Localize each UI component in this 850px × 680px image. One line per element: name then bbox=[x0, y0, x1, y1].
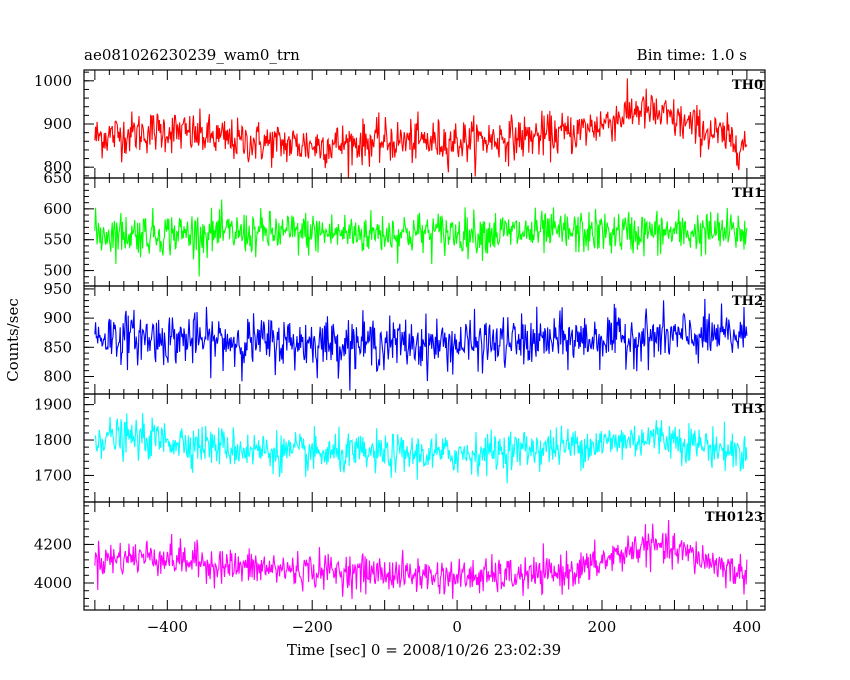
y-tick-label: 600 bbox=[43, 200, 72, 218]
series-line-th2 bbox=[94, 298, 748, 391]
y-tick-label: 800 bbox=[43, 158, 72, 176]
y-tick-label: 900 bbox=[43, 115, 72, 133]
panel-th2: 800 850 900 950 TH2 bbox=[43, 280, 766, 395]
plot-title-left: ae081026230239_wam0_trn bbox=[84, 46, 300, 64]
x-tick-label: 0 bbox=[452, 618, 462, 636]
x-axis-title: Time [sec] 0 = 2008/10/26 23:02:39 bbox=[287, 641, 561, 659]
x-tick-label: −200 bbox=[292, 618, 333, 636]
series-line-th3 bbox=[94, 412, 748, 484]
y-tick-label: 850 bbox=[43, 338, 72, 356]
y-tick-label: 950 bbox=[43, 280, 72, 298]
y-tick-label: 1000 bbox=[34, 72, 72, 90]
panel-label-th1: TH1 bbox=[732, 186, 763, 201]
panel-frame bbox=[83, 501, 766, 611]
y-tick-label: 500 bbox=[43, 262, 72, 280]
panel-label-th0: TH0 bbox=[732, 78, 763, 93]
series-line-th0123 bbox=[94, 519, 748, 600]
x-tick-label: 400 bbox=[733, 618, 762, 636]
panel-th0123: 4000 4200 TH0123 bbox=[34, 501, 766, 611]
y-axis-title: Counts/sec bbox=[4, 298, 22, 382]
y-tick-label: 1800 bbox=[34, 431, 72, 449]
panel-label-th0123: TH0123 bbox=[705, 510, 763, 525]
panel-th3: 1700 1800 1900 TH3 bbox=[34, 393, 766, 503]
y-tick-label: 4000 bbox=[34, 574, 72, 592]
panels-group: 800 900 1000 TH0 500 550 600 650 TH1 800 850 900 950… bbox=[34, 69, 766, 611]
y-tick-label: 4200 bbox=[34, 535, 72, 553]
panel-th0: 800 900 1000 TH0 bbox=[34, 69, 766, 179]
y-tick-label: 650 bbox=[43, 169, 72, 187]
series-line-th1 bbox=[94, 199, 748, 277]
y-tick-label: 900 bbox=[43, 309, 72, 327]
y-tick-label: 1900 bbox=[34, 396, 72, 414]
panel-th1: 500 550 600 650 TH1 bbox=[43, 169, 766, 287]
panel-label-th2: TH2 bbox=[732, 294, 763, 309]
series-line-th0 bbox=[94, 78, 748, 178]
y-tick-label: 550 bbox=[43, 231, 72, 249]
x-tick-label: −400 bbox=[147, 618, 188, 636]
panel-label-th3: TH3 bbox=[732, 402, 763, 417]
plot-title-right: Bin time: 1.0 s bbox=[637, 46, 747, 64]
x-axis: −400 −200 0 200 400 bbox=[147, 618, 761, 636]
y-tick-label: 800 bbox=[43, 367, 72, 385]
x-tick-label: 200 bbox=[588, 618, 617, 636]
y-tick-label: 1700 bbox=[34, 466, 72, 484]
